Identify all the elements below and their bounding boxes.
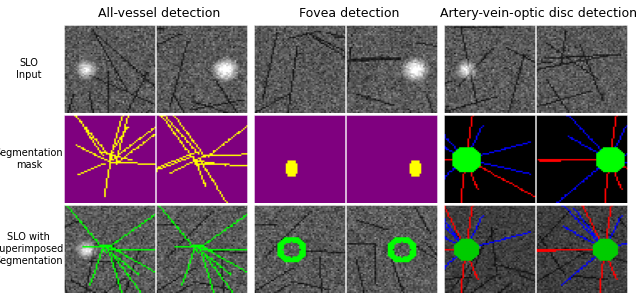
Text: Artery-vein-optic disc detection: Artery-vein-optic disc detection bbox=[440, 7, 637, 20]
Text: All-vessel detection: All-vessel detection bbox=[98, 7, 220, 20]
Text: Segmentation
mask: Segmentation mask bbox=[0, 148, 63, 170]
Text: SLO
Input: SLO Input bbox=[16, 58, 42, 80]
Text: Fovea detection: Fovea detection bbox=[299, 7, 399, 20]
Text: SLO with
superimposed
Segmentation: SLO with superimposed Segmentation bbox=[0, 232, 63, 266]
